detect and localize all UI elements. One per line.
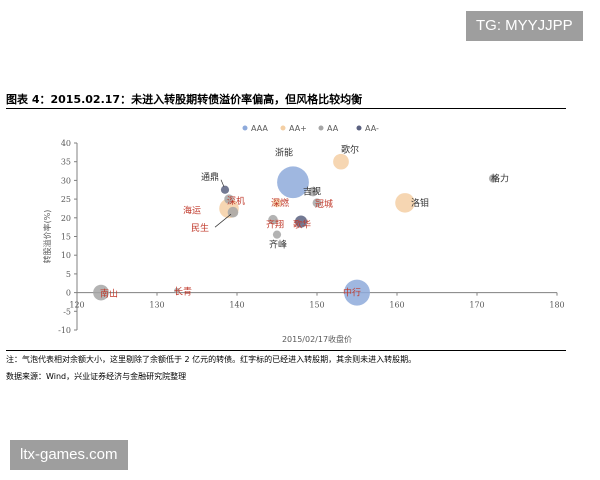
x-tick-label: 180 xyxy=(549,301,564,310)
bubble xyxy=(277,166,309,199)
legend-label: AA- xyxy=(365,124,379,133)
watermark-bottom: ltx-games.com xyxy=(10,440,128,470)
bubble-label: 格力 xyxy=(491,173,509,185)
bubble xyxy=(272,230,282,239)
bubble-chart: AAA AA+ AA AA- 120 130 140 150 160 170 180 -10 -5 0 5… xyxy=(42,124,565,344)
legend-marker xyxy=(242,125,248,131)
y-tick-label: -10 xyxy=(58,326,71,335)
bubble xyxy=(268,214,278,225)
bubble xyxy=(395,193,415,213)
y-tick-label: 35 xyxy=(61,158,71,167)
chart-bubbles xyxy=(93,153,498,306)
note-rule xyxy=(6,350,566,351)
bubble xyxy=(224,194,234,204)
bubble xyxy=(174,287,180,294)
y-tick-label: 15 xyxy=(61,233,71,242)
figure-title: 图表 4：2015.02.17：未进入转股期转债溢价率偏高，但风格比较均衡 xyxy=(6,93,363,106)
bubble xyxy=(488,174,498,183)
legend-marker xyxy=(356,125,362,131)
bubble-label: 中行 xyxy=(343,287,361,299)
bubble xyxy=(272,198,282,208)
x-tick-label: 160 xyxy=(389,301,404,310)
legend-marker xyxy=(280,125,286,131)
bubble-label: 深燃 xyxy=(271,197,289,209)
x-tick-label: 150 xyxy=(309,301,324,310)
bubble-label: 通鼎 xyxy=(201,172,219,183)
bubble-label: 齐翔 xyxy=(266,219,284,231)
bubble-label: 长青 xyxy=(174,286,192,298)
legend-label: AA+ xyxy=(289,124,307,133)
y-tick-label: 0 xyxy=(66,289,71,298)
y-tick-label: 30 xyxy=(61,176,71,185)
x-tick-label: 130 xyxy=(149,301,164,310)
y-tick-label: 25 xyxy=(61,195,71,204)
y-tick-label: -5 xyxy=(63,307,71,316)
bubble xyxy=(308,186,318,197)
bubble-label: 歌华 xyxy=(293,219,311,231)
bubble-label: 歌尔 xyxy=(341,144,359,156)
watermark-top: TG: MYYJJPP xyxy=(466,11,583,41)
bubble xyxy=(93,284,109,301)
bubble-label: 冠城 xyxy=(315,199,333,210)
bubble-label: 吉视 xyxy=(303,186,321,198)
bubble-label: 齐峰 xyxy=(269,239,287,251)
legend-marker xyxy=(318,125,324,131)
bubble-label: 南山 xyxy=(100,288,118,300)
bubble-label: 民生 xyxy=(191,222,209,234)
title-rule xyxy=(6,108,566,109)
y-tick-label: 40 xyxy=(61,139,71,148)
y-tick-label: 5 xyxy=(66,270,71,279)
x-tick-label: 170 xyxy=(469,301,484,310)
figure-note: 注：气泡代表相对余额大小，这里剔除了余额低于 2 亿元的转债。红字标的已经进入转… xyxy=(6,355,417,364)
bubble-label: 洛钼 xyxy=(411,197,429,209)
legend-label: AAA xyxy=(251,124,268,133)
leader-line xyxy=(220,179,225,187)
y-tick-label: 20 xyxy=(61,214,71,223)
bubble-label: 海运 xyxy=(183,204,201,216)
figure-source: 数据来源：Wind，兴业证券经济与金融研究院整理 xyxy=(6,372,187,381)
x-tick-label: 120 xyxy=(69,301,84,310)
bubble xyxy=(312,198,322,208)
bubble xyxy=(344,279,370,306)
x-axis-title: 2015/02/17收盘价 xyxy=(282,334,352,344)
chart-legend: AAA AA+ AA AA- xyxy=(242,124,379,133)
y-tick-label: 10 xyxy=(61,251,71,260)
legend-label: AA xyxy=(327,124,339,133)
bubble xyxy=(220,185,230,194)
y-axis-title: 转股溢价率(%) xyxy=(42,210,52,264)
bubble xyxy=(294,215,308,228)
leader-line xyxy=(214,213,232,228)
chart-axes: 120 130 140 150 160 170 180 -10 -5 0 5 10 15 20 25 30 35… xyxy=(42,139,565,344)
bubble-label: 浙能 xyxy=(275,146,293,158)
x-tick-label: 140 xyxy=(229,301,244,310)
bubble-label: 深机 xyxy=(227,195,245,207)
bubble xyxy=(333,153,349,170)
